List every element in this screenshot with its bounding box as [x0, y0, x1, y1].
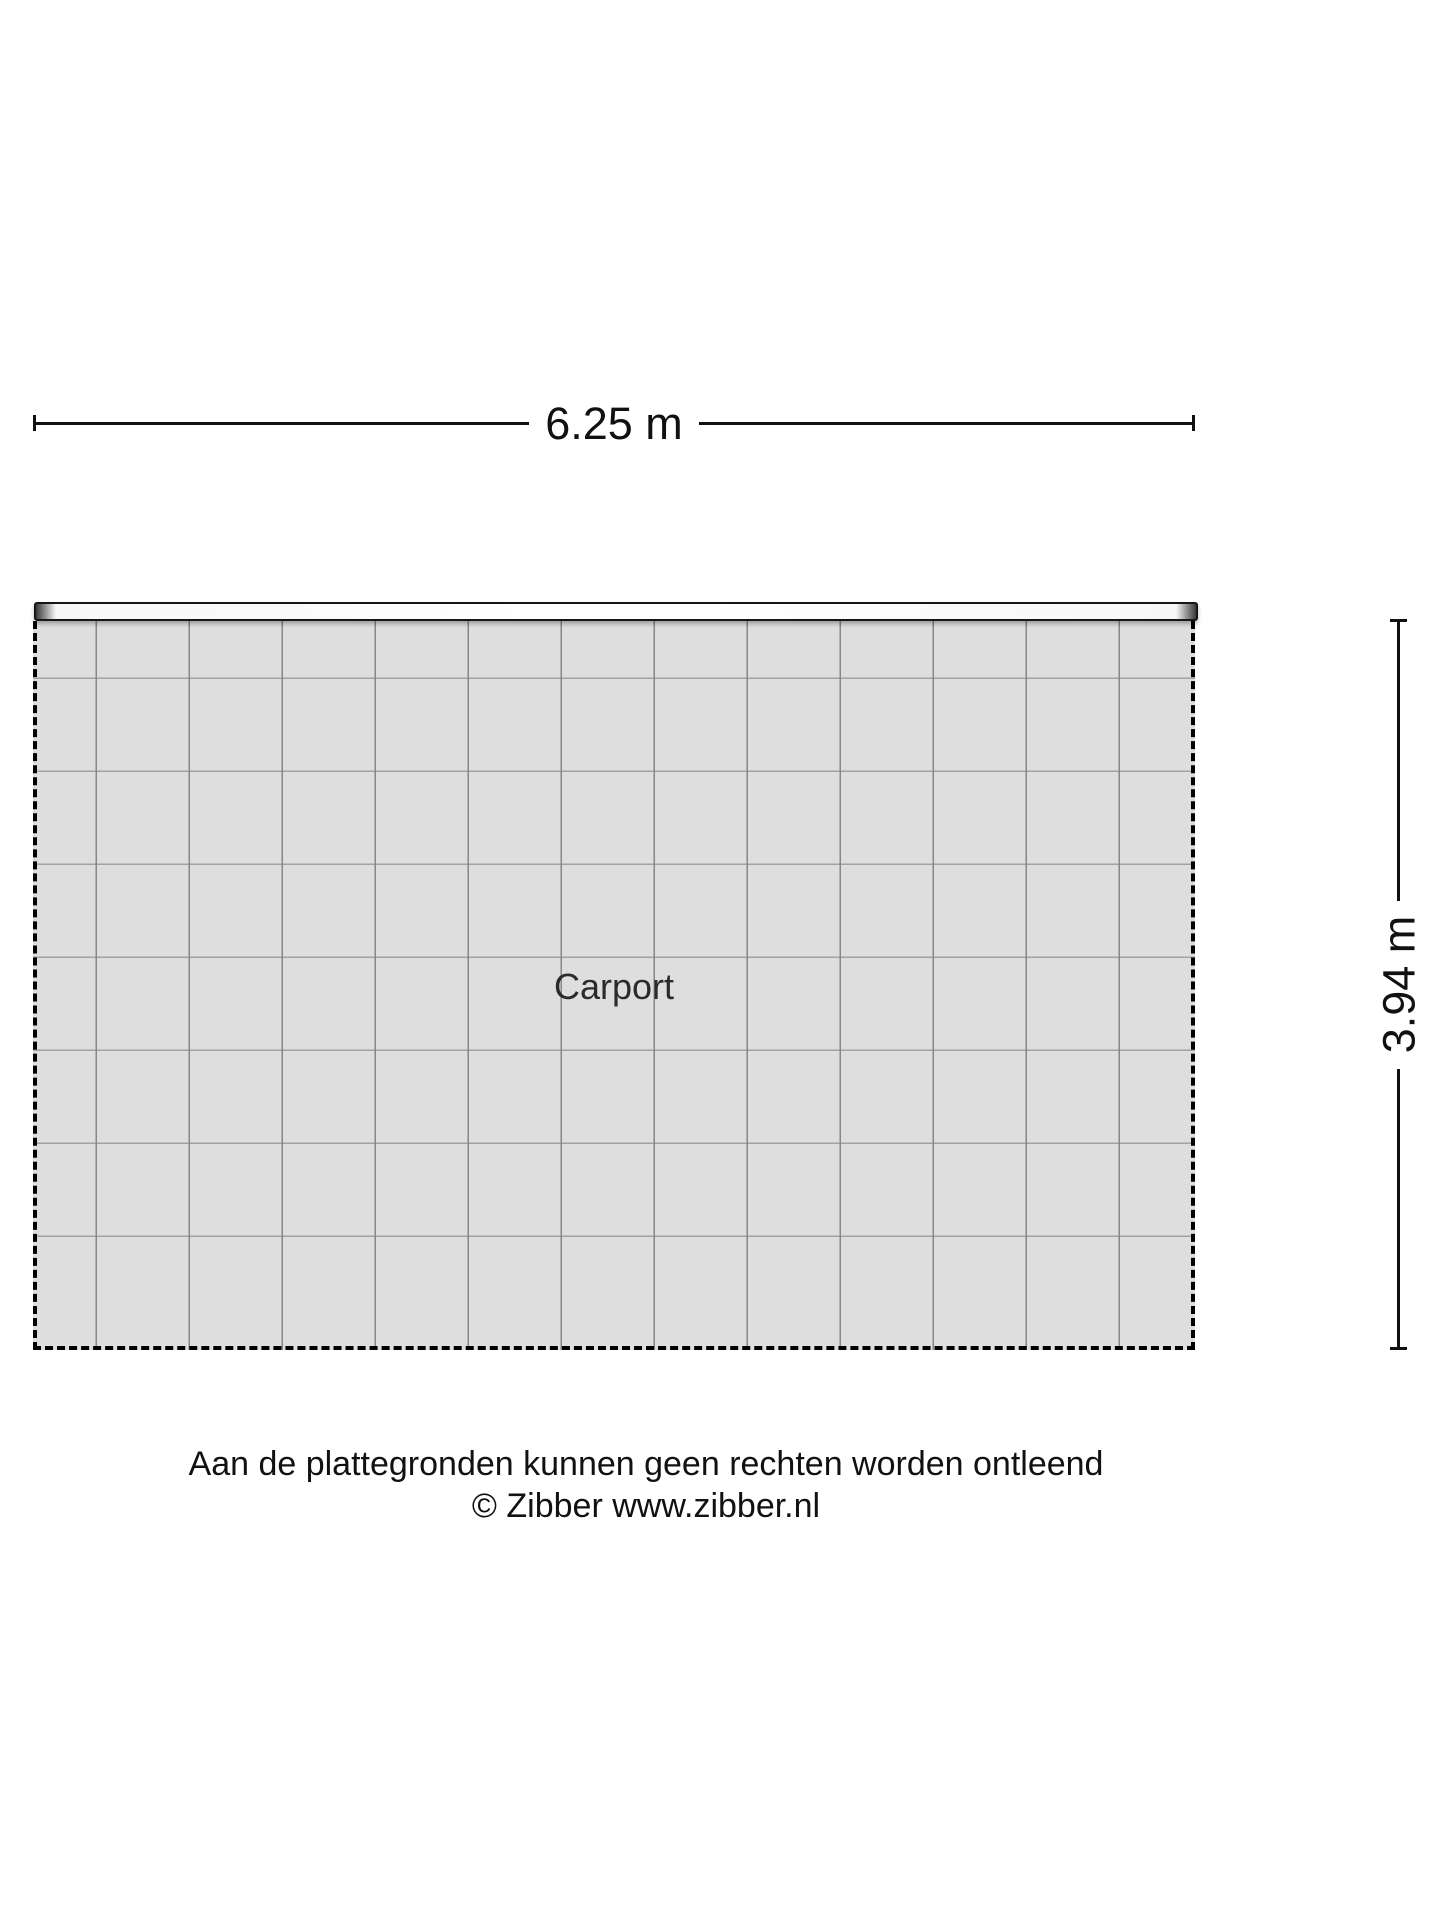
width-dimension-label: 6.25 m [545, 397, 683, 449]
width-dimension: 6.25 m [33, 401, 1196, 446]
room-label: Carport [553, 965, 675, 1007]
width-dimension-right-tick [1192, 415, 1196, 431]
copyright-text: © Zibber www.zibber.nl [471, 1487, 821, 1525]
width-dimension-line-left [36, 421, 530, 425]
height-dimension: 3.94 m [1373, 619, 1424, 1350]
height-dimension-line-bottom [1397, 1068, 1400, 1347]
disclaimer-text: Aan de plattegronden kunnen geen rechten… [188, 1445, 1104, 1483]
height-dimension-bottom-tick [1390, 1347, 1407, 1350]
width-dimension-left-tick [33, 415, 36, 431]
width-dimension-line-right [698, 421, 1193, 425]
top-wall [34, 602, 1198, 621]
footer: Aan de plattegronden kunnen geen rechten… [0, 1443, 1292, 1527]
carport-floor-grid: Carport [33, 621, 1195, 1350]
height-dimension-line-top [1397, 622, 1400, 901]
height-dimension-label-wrap: 3.94 m [1373, 901, 1424, 1069]
height-dimension-top-tick [1390, 619, 1407, 622]
height-dimension-label: 3.94 m [1373, 915, 1425, 1054]
carport-room: Carport [33, 602, 1198, 1350]
